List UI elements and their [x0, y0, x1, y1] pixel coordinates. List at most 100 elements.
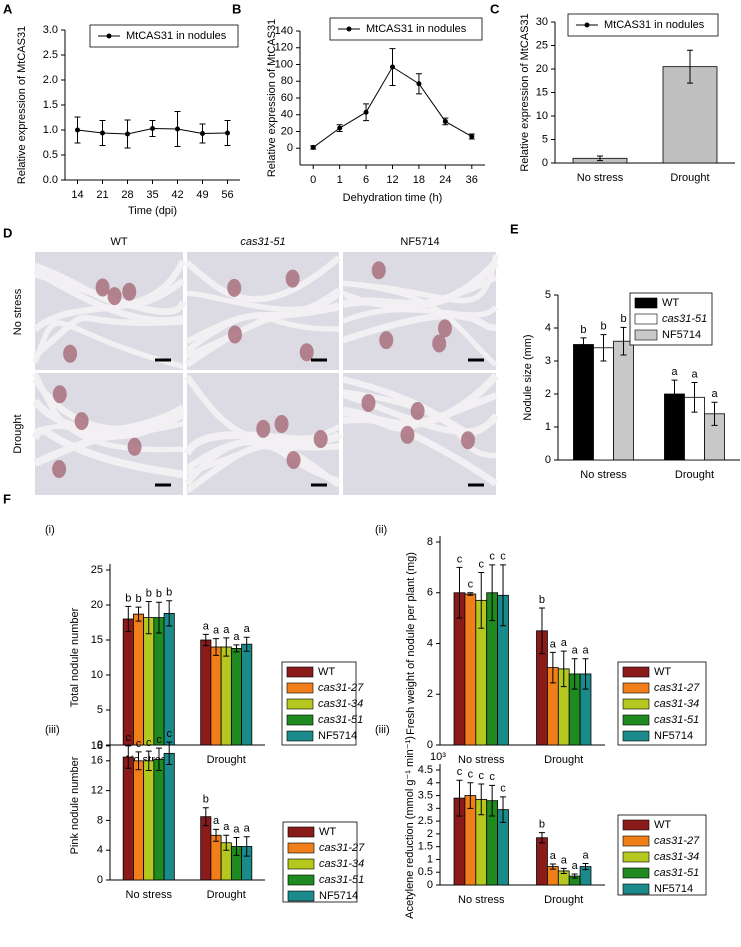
x-tick-label: 21 [96, 189, 108, 201]
y-axis-label: Fresh weight of nodule per plant (mg) [405, 552, 417, 735]
point [416, 81, 422, 87]
error-bar [223, 637, 230, 657]
y-tick-label: 0 [97, 874, 103, 886]
nodule [122, 282, 137, 301]
x-tick-label: 0 [310, 174, 316, 186]
y-tick-label: 5 [542, 133, 548, 145]
y-tick-label: 18 [91, 740, 103, 752]
y-axis-label: Pink nodule number [69, 756, 81, 854]
point [150, 126, 155, 131]
x-tick-label: Drought [670, 172, 709, 184]
legend-swatch [634, 329, 658, 341]
photo [342, 372, 499, 495]
y-tick-label: 25 [536, 39, 548, 51]
y-tick-label: 4 [97, 844, 103, 856]
error-bar [489, 564, 496, 622]
bar [163, 752, 175, 881]
significance-letter: a [582, 645, 589, 657]
root [184, 374, 340, 451]
legend-swatch [286, 682, 314, 694]
legend-swatch [287, 890, 315, 902]
panel-label: (ii) [375, 524, 387, 536]
y-tick-label: 3 [427, 802, 433, 814]
legend-label: NF5714 [654, 730, 693, 742]
significance-letter: a [223, 624, 230, 636]
significance-letter: a [550, 638, 557, 650]
error-bar [145, 601, 152, 635]
x-tick-label: 35 [146, 189, 158, 201]
y-tick-label: 15 [536, 86, 548, 98]
legend-marker [346, 26, 352, 32]
column-label: cas31-51 [240, 236, 285, 248]
error-bar [233, 644, 240, 653]
x-tick-label: No stress [580, 469, 627, 481]
x-tick-label: 56 [221, 189, 233, 201]
y-tick-label: 1 [545, 421, 551, 433]
nodule [52, 385, 67, 404]
legend-swatch [634, 313, 658, 325]
error-bar [711, 401, 718, 426]
significance-letter: a [244, 823, 251, 835]
significance-letter: b [580, 324, 586, 336]
legend-label: WT [654, 819, 671, 831]
legend-swatch [622, 835, 650, 847]
significance-letter: c [166, 728, 172, 740]
legend-swatch [622, 714, 650, 726]
bar [210, 646, 222, 746]
legend-box [567, 13, 719, 37]
significance-letter: b [203, 794, 209, 806]
legend-label: NF5714 [318, 730, 357, 742]
error-bar [478, 783, 485, 816]
bar [210, 834, 222, 881]
y-tick-label: 5 [97, 704, 103, 716]
error-bar [243, 636, 250, 652]
point [442, 118, 448, 124]
significance-letter: b [166, 587, 172, 599]
error-bar [580, 337, 587, 352]
legend-label: cas31-34 [654, 851, 699, 863]
y-tick-label: 6 [427, 587, 433, 599]
legend-label: cas31-51 [654, 867, 699, 879]
legend-swatch [286, 698, 314, 710]
nodule [361, 394, 376, 413]
error-bar [155, 601, 162, 634]
error-bar [166, 600, 173, 627]
significance-letter: c [479, 770, 485, 782]
error-bar [243, 836, 250, 857]
significance-letter: a [671, 366, 678, 378]
bar [220, 646, 232, 746]
legend-label: WT [654, 666, 671, 678]
significance-letter: a [213, 625, 220, 637]
nodule [52, 460, 67, 479]
bar [593, 347, 614, 461]
x-axis-label: Time (dpi) [128, 205, 177, 217]
error-bar [582, 658, 589, 690]
point [390, 64, 395, 70]
y-tick-label: 0 [427, 879, 433, 891]
point [100, 130, 105, 136]
legend-swatch [287, 874, 315, 886]
x-tick-label: 49 [196, 189, 208, 201]
bar [573, 344, 594, 461]
bar [613, 340, 634, 461]
legend-swatch [286, 730, 314, 742]
error-bar [571, 658, 578, 690]
root [184, 255, 342, 303]
panel-letter: F [3, 491, 11, 506]
row-label: Drought [12, 414, 24, 453]
error-bar [560, 650, 567, 688]
error-bar [500, 796, 507, 823]
x-tick-label: Drought [544, 754, 583, 766]
root [342, 259, 499, 309]
column-label: NF5714 [400, 236, 439, 248]
legend-label: MtCAS31 in nodules [126, 30, 227, 42]
significance-letter: a [572, 645, 579, 657]
legend-label: MtCAS31 in nodules [366, 23, 467, 35]
legend-swatch [622, 698, 650, 710]
error-bar [549, 863, 556, 870]
significance-letter: a [572, 860, 579, 872]
bar [133, 760, 145, 881]
error-bar [582, 863, 589, 871]
x-tick-label: 1 [337, 174, 343, 186]
significance-letter: a [233, 823, 240, 835]
